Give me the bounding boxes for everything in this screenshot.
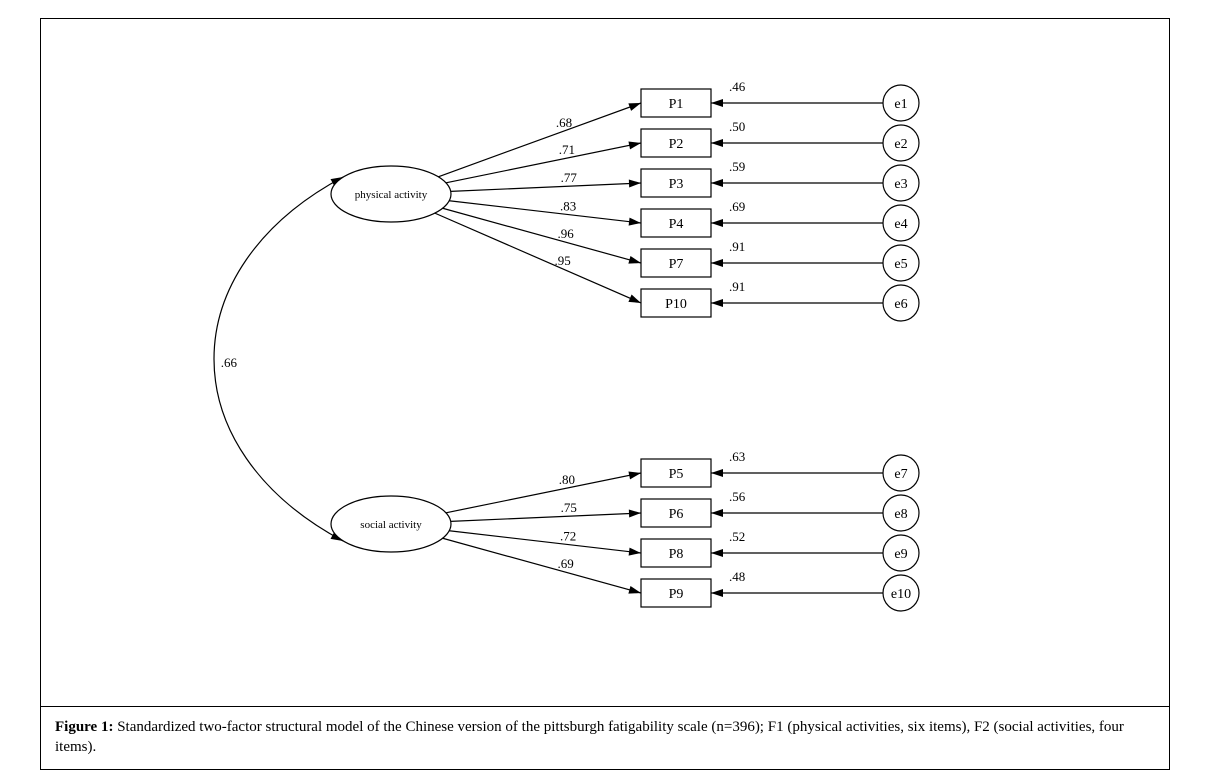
indicator-label-P6: P6 xyxy=(669,507,684,522)
error-label-e4: e4 xyxy=(894,217,907,232)
loading-path-P4 xyxy=(449,201,641,223)
error-label-e9: e9 xyxy=(894,547,907,562)
loading-value-P7: .96 xyxy=(557,226,574,241)
loading-value-P1: .68 xyxy=(556,115,572,130)
r2-value-P10: .91 xyxy=(729,279,745,294)
loading-path-P9 xyxy=(443,538,641,593)
loading-path-P7 xyxy=(443,208,641,263)
sem-diagram: .66 physical activity social activity .68 P1… xyxy=(41,19,1169,659)
loading-value-P9: .69 xyxy=(557,556,573,571)
r2-value-P9: .48 xyxy=(729,569,745,584)
loading-value-P3: .77 xyxy=(561,170,578,185)
loading-value-P8: .72 xyxy=(560,529,576,544)
caption-text: Standardized two-factor structural model… xyxy=(55,719,1124,755)
caption-label: Figure 1: xyxy=(55,719,113,735)
figure-frame: .66 physical activity social activity .68 P1… xyxy=(40,18,1170,770)
indicator-label-P5: P5 xyxy=(669,467,684,482)
error-label-e5: e5 xyxy=(894,257,907,272)
r2-value-P1: .46 xyxy=(729,79,746,94)
figure-caption: Figure 1: Standardized two-factor struct… xyxy=(41,706,1169,770)
loading-value-P6: .75 xyxy=(561,500,577,515)
loading-path-P10 xyxy=(435,213,641,303)
covariance-value: .66 xyxy=(221,355,238,370)
indicator-label-P7: P7 xyxy=(669,257,684,272)
loading-value-P5: .80 xyxy=(559,472,575,487)
indicator-label-P9: P9 xyxy=(669,587,684,602)
error-label-e3: e3 xyxy=(894,177,907,192)
r2-value-P6: .56 xyxy=(729,489,746,504)
factor-label-F1: physical activity xyxy=(355,189,428,201)
indicator-label-P1: P1 xyxy=(669,97,684,112)
r2-value-P8: .52 xyxy=(729,529,745,544)
r2-value-P3: .59 xyxy=(729,159,745,174)
loading-path-P3 xyxy=(451,183,641,191)
loading-path-P1 xyxy=(438,103,641,177)
loading-value-P2: .71 xyxy=(559,142,575,157)
error-label-e10: e10 xyxy=(891,587,911,602)
loading-value-P4: .83 xyxy=(560,199,576,214)
r2-value-P5: .63 xyxy=(729,449,745,464)
loading-path-P8 xyxy=(449,531,641,553)
loading-value-P10: .95 xyxy=(555,253,571,268)
error-label-e6: e6 xyxy=(894,297,907,312)
indicator-label-P2: P2 xyxy=(669,137,684,152)
indicator-label-P10: P10 xyxy=(665,297,687,312)
indicator-label-P8: P8 xyxy=(669,547,684,562)
r2-value-P4: .69 xyxy=(729,199,745,214)
loading-path-P5 xyxy=(446,473,641,513)
error-label-e8: e8 xyxy=(894,507,907,522)
error-label-e1: e1 xyxy=(894,97,907,112)
indicator-label-P4: P4 xyxy=(669,217,684,232)
indicator-label-P3: P3 xyxy=(669,177,684,192)
error-label-e2: e2 xyxy=(894,137,907,152)
r2-value-P2: .50 xyxy=(729,119,745,134)
loading-path-P6 xyxy=(451,513,641,521)
factor-label-F2: social activity xyxy=(360,519,422,531)
error-label-e7: e7 xyxy=(894,467,907,482)
r2-value-P7: .91 xyxy=(729,239,745,254)
